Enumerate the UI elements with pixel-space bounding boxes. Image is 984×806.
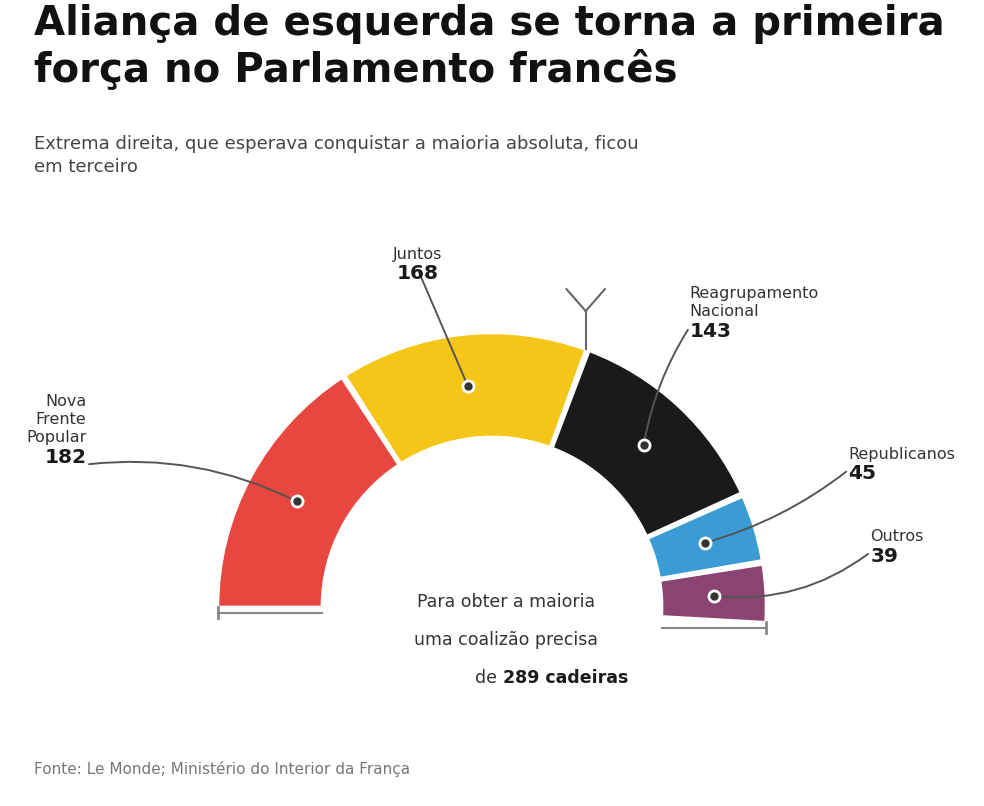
Text: Nova
Frente
Popular: Nova Frente Popular	[26, 394, 87, 445]
Text: uma coalizão precisa: uma coalizão precisa	[413, 631, 597, 649]
Text: Aliança de esquerda se torna a primeira
força no Parlamento francês: Aliança de esquerda se torna a primeira …	[34, 4, 945, 90]
Text: Juntos: Juntos	[394, 247, 443, 262]
Wedge shape	[552, 351, 741, 536]
Text: Reagrupamento
Nacional: Reagrupamento Nacional	[690, 286, 819, 319]
Text: 168: 168	[397, 264, 439, 284]
Wedge shape	[345, 333, 585, 463]
Text: 182: 182	[44, 448, 87, 467]
Text: 143: 143	[690, 322, 731, 341]
Wedge shape	[217, 378, 399, 607]
Wedge shape	[660, 564, 767, 622]
Wedge shape	[647, 496, 763, 578]
Text: 45: 45	[848, 464, 877, 484]
Text: Republicanos: Republicanos	[848, 447, 955, 462]
Text: Extrema direita, que esperava conquistar a maioria absoluta, ficou
em terceiro: Extrema direita, que esperava conquistar…	[34, 135, 639, 176]
Text: Outros: Outros	[870, 529, 924, 544]
Text: 39: 39	[870, 546, 898, 566]
Text: de: de	[475, 669, 503, 688]
Text: Para obter a maioria: Para obter a maioria	[416, 592, 594, 611]
Text: Fonte: Le Monde; Ministério do Interior da França: Fonte: Le Monde; Ministério do Interior …	[34, 762, 410, 777]
Text: 289 cadeiras: 289 cadeiras	[503, 669, 629, 688]
